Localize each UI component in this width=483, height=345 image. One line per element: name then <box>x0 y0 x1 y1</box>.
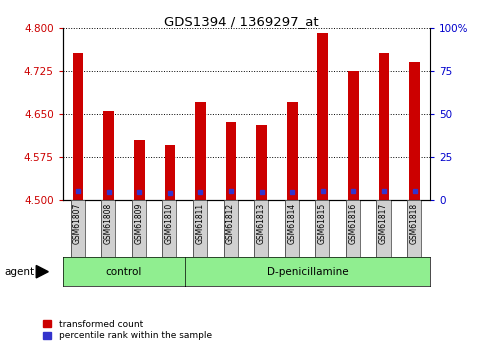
Text: GDS1394 / 1369297_at: GDS1394 / 1369297_at <box>164 16 319 29</box>
Text: GSM61808: GSM61808 <box>104 203 113 244</box>
Text: GSM61814: GSM61814 <box>287 203 296 244</box>
Bar <box>195 102 206 200</box>
Text: GSM61818: GSM61818 <box>410 203 419 244</box>
Bar <box>134 140 144 200</box>
Text: GSM61811: GSM61811 <box>196 203 204 244</box>
Bar <box>103 111 114 200</box>
Bar <box>165 146 175 200</box>
Text: D-penicillamine: D-penicillamine <box>267 267 348 277</box>
Bar <box>226 122 236 200</box>
Legend: transformed count, percentile rank within the sample: transformed count, percentile rank withi… <box>43 320 212 341</box>
Text: GSM61807: GSM61807 <box>73 203 82 244</box>
Bar <box>73 53 84 200</box>
Text: GSM61816: GSM61816 <box>348 203 357 244</box>
Text: GSM61812: GSM61812 <box>226 203 235 244</box>
Text: GSM61813: GSM61813 <box>256 203 266 244</box>
Text: GSM61810: GSM61810 <box>165 203 174 244</box>
Bar <box>409 62 420 200</box>
Text: GSM61817: GSM61817 <box>379 203 388 244</box>
Bar <box>287 102 298 200</box>
Text: GSM61815: GSM61815 <box>318 203 327 244</box>
Text: GSM61809: GSM61809 <box>134 203 143 244</box>
Bar <box>348 71 359 200</box>
Text: control: control <box>106 267 142 277</box>
Bar <box>256 125 267 200</box>
Bar <box>379 53 389 200</box>
Text: agent: agent <box>5 267 35 277</box>
Bar <box>317 33 328 200</box>
